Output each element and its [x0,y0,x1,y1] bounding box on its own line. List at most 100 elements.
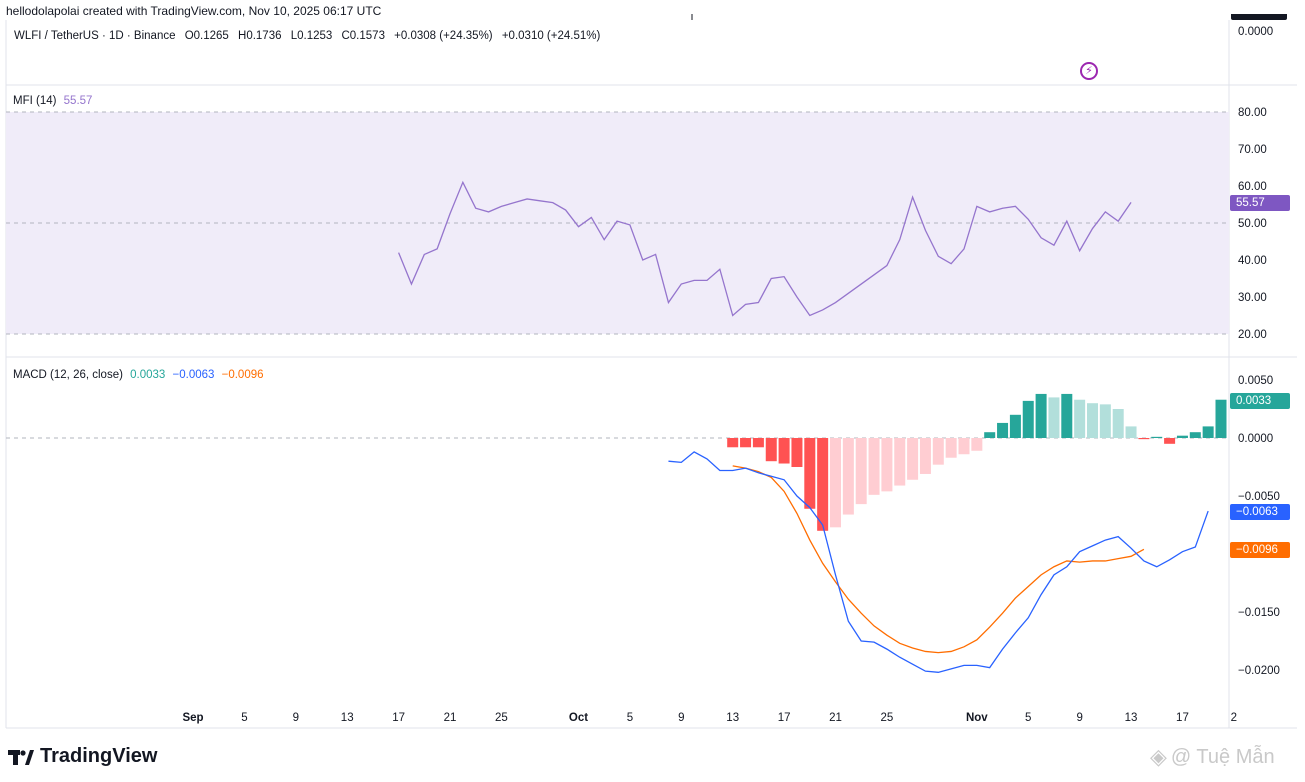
macd-histogram-bar [1099,404,1111,438]
macd-histogram-bar [1112,409,1124,438]
macd-line-price-tag: −0.0063 [1230,504,1290,520]
ohlc-high: H0.1736 [238,30,282,42]
macd-histogram-bar [1074,399,1086,438]
macd-axis-tick: −0.0050 [1238,491,1280,503]
macd-histogram-bar [958,438,970,455]
macd-histogram-bar [945,438,957,458]
macd-histogram-bar [1176,435,1188,438]
time-axis[interactable]: Sep 5 9 13 17 21 25 Oct 5 9 13 17 21 25 Nov 5 9 13 17 2 [182,712,1237,724]
time-axis-label: 9 [678,712,684,724]
macd-pane: 0.0050 0.0000 −0.0050 −0.0150 −0.0200 [6,375,1280,677]
macd-legend[interactable]: MACD (12, 26, close) 0.0033 −0.0063 −0.0… [13,369,264,381]
time-axis-label: 17 [1176,712,1189,724]
macd-histogram-bar [855,438,867,505]
mfi-title: MFI (14) [13,95,57,107]
time-axis-label: 5 [1025,712,1031,724]
price-tag-cutoff [1231,14,1287,20]
macd-line[interactable] [668,451,1209,673]
mfi-pane: 80.00 70.00 60.00 50.00 40.00 30.00 20.00 [6,107,1267,341]
macd-signal-value: −0.0096 [221,369,264,381]
macd-axis-tick: 0.0000 [1238,433,1273,445]
mfi-axis-tick: 50.00 [1238,218,1267,230]
price-change-2: +0.0310 (+24.51%) [501,30,601,42]
macd-histogram-bar [804,438,816,509]
time-axis-label: 5 [627,712,633,724]
macd-histogram-bar [791,438,803,467]
macd-histogram-bar [894,438,906,486]
macd-axis-tick: 0.0050 [1238,375,1273,387]
time-axis-label: Sep [182,712,203,724]
time-axis-label: 25 [881,712,894,724]
mfi-axis-tick: 40.00 [1238,255,1267,267]
symbol-info: WLFI / TetherUS · 1D · Binance O0.1265 H… [14,30,606,42]
macd-histogram-bar [752,438,764,448]
mfi-value: 55.57 [63,95,93,107]
macd-histogram-bar [1138,438,1150,440]
macd-axis-tick: −0.0150 [1238,607,1280,619]
time-axis-label: 9 [293,712,299,724]
macd-histogram-bar [997,422,1009,438]
mfi-axis-tick: 60.00 [1238,181,1267,193]
tradingview-logo[interactable]: TradingView [8,745,157,768]
macd-signal-line[interactable] [732,465,1145,654]
macd-histogram-bar [740,438,752,448]
macd-signal-price-tag: −0.0096 [1230,542,1290,558]
mfi-legend[interactable]: MFI (14) 55.57 [13,95,92,107]
time-axis-label: Nov [966,712,988,724]
macd-histogram-bar [778,438,790,464]
macd-histogram-bar [881,438,893,492]
price-axis-tick: 0.0000 [1238,26,1274,38]
macd-histogram-bar [1189,432,1201,438]
price-change: +0.0308 (+24.35%) [394,30,493,42]
time-axis-label: 5 [241,712,247,724]
macd-histogram-bar [1215,399,1227,438]
ohlc-open: O0.1265 [184,30,229,42]
time-axis-label: 21 [829,712,842,724]
diamond-icon: ◈ [1150,744,1167,769]
ohlc-low: L0.1253 [290,30,333,42]
time-axis-label: 25 [495,712,508,724]
time-axis-label: Oct [569,712,588,724]
mfi-line[interactable] [397,180,1132,317]
time-axis-label: 17 [392,712,405,724]
time-axis-label: 13 [341,712,354,724]
macd-hist-value: 0.0033 [130,369,166,381]
watermark-text: @ Tuệ Mẫn [1170,745,1275,768]
macd-histogram-bar [919,438,931,474]
symbol-name[interactable]: WLFI / TetherUS · 1D · Binance [14,30,176,42]
ohlc-close: C0.1573 [341,30,385,42]
macd-histogram-bar [971,438,983,451]
mfi-axis-tick: 80.00 [1238,107,1267,119]
time-axis-label: 2 [1231,712,1237,724]
time-axis-label: 17 [778,712,791,724]
macd-histogram-bar [1151,436,1163,438]
macd-histogram-bar [842,438,854,515]
macd-histogram-bar [1164,438,1176,444]
mfi-axis-tick: 20.00 [1238,329,1267,341]
tradingview-logo-text: TradingView [40,745,158,767]
macd-hist-price-tag: 0.0033 [1230,393,1290,409]
macd-histogram-bar [1048,397,1060,438]
mfi-price-tag: 55.57 [1230,195,1290,211]
macd-histogram-bar [1202,426,1214,438]
macd-histogram-bar [1022,400,1034,438]
macd-axis-tick: −0.0200 [1238,665,1280,677]
time-axis-label: 21 [444,712,457,724]
watermark: ◈ @ Tuệ Mẫn [1150,744,1275,770]
macd-histogram-bar [907,438,919,480]
mfi-axis-tick: 30.00 [1238,292,1267,304]
tradingview-logo-icon [8,749,34,765]
macd-histogram-bar [1009,414,1021,438]
time-axis-label: 13 [726,712,739,724]
time-axis-label: 9 [1076,712,1082,724]
chart-credit: hellodolapolai created with TradingView.… [6,4,382,18]
macd-histogram-bar [817,438,829,531]
macd-histogram-bar [765,438,777,462]
macd-histogram-bar [1125,426,1137,438]
macd-histogram-bar [727,438,739,448]
lightning-icon[interactable]: ⚡ [1080,62,1098,80]
macd-histogram-bar [984,432,996,438]
macd-histogram-bar [868,438,880,495]
macd-histogram-bar [1035,393,1047,438]
